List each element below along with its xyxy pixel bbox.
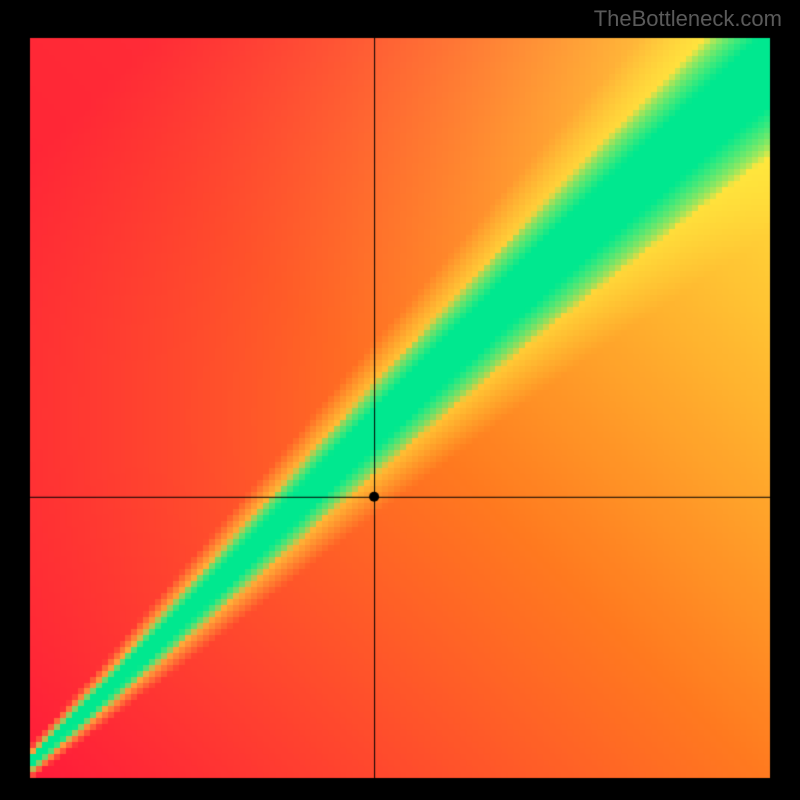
chart-container: TheBottleneck.com (0, 0, 800, 800)
watermark-text: TheBottleneck.com (594, 6, 782, 32)
bottleneck-heatmap (0, 0, 800, 800)
